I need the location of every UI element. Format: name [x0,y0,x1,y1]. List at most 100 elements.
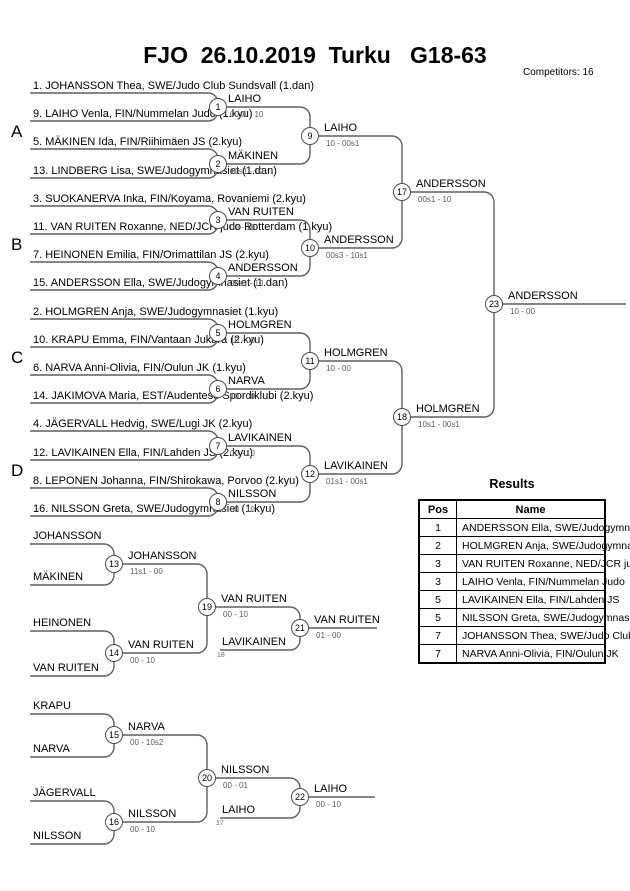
results-row: 3 LAIHO Venla, FIN/Nummelan Judo [420,573,625,591]
results-name: NARVA Anni-Olivia, FIN/Oulun JK [462,647,619,660]
results-header-pos: Pos [420,501,457,518]
results-row: 2 HOLMGREN Anja, SWE/Judogymnasiet [420,537,630,555]
winner-name: NILSSON [228,488,277,500]
main-advance-lines [218,106,626,503]
results-pos: 7 [420,645,457,662]
match-score: 00 - 10 [230,223,255,232]
match-score: 10 - 00 [230,392,255,401]
match-number: 23 [485,295,503,313]
repechage-name: HEINONEN [33,617,92,629]
match-score: 10 - 00 [326,364,351,373]
feeder-source-match: 18 [217,652,225,659]
winner-name: LAIHO [314,783,348,795]
match-number: 12 [301,465,319,483]
winner-name: NILSSON [128,808,177,820]
seed-entry: 9. LAIHO Venla, FIN/Nummelan Judo (1.kyu… [33,108,253,120]
seed-entry: 4. JÄGERVALL Hedvig, SWE/Lugi JK (2.kyu) [33,418,253,430]
winner-name: LAIHO [324,122,358,134]
match-score: 10 - 00 [230,336,255,345]
match-score: 00s1 - 10 [230,279,264,288]
seed-entry: 2. HOLMGREN Anja, SWE/Judogymnasiet (1.k… [33,306,279,318]
match-score: 01 - 00 [316,631,341,640]
match-number: 18 [393,408,411,426]
seed-entry: 5. MÄKINEN Ida, FIN/Riihimäen JS (2.kyu) [33,136,243,148]
results-row: 5 NILSSON Greta, SWE/Judogymnasiet [420,609,630,627]
repechage-name: MÄKINEN [33,571,84,583]
winner-name: HOLMGREN [324,347,388,359]
results-title: Results [489,477,535,491]
results-name: LAIHO Venla, FIN/Nummelan Judo [462,575,625,588]
winner-name: VAN RUITEN [314,614,380,626]
results-pos: 2 [420,537,457,554]
repechage-name: NARVA [33,743,70,755]
match-score: 00 - 10 [316,800,341,809]
match-score: 00 - 10 [223,610,248,619]
results-name: LAVIKAINEN Ella, FIN/Lahden JS [462,593,620,606]
results-name: JOHANSSON Thea, SWE/Judo Club Sundsvall [462,629,630,642]
match-score: 00 - 10 [230,505,255,514]
winner-name: LAIHO [228,93,262,105]
match-number: 14 [105,644,123,662]
repechage-name: KRAPU [33,700,71,712]
winner-name: ANDERSSON [228,262,298,274]
repechage-name: JÄGERVALL [33,787,96,799]
seed-entry: 8. LEPONEN Johanna, FIN/Shirokawa, Porvo… [33,475,299,487]
match-number: 4 [209,267,227,285]
match-number: 17 [393,183,411,201]
results-table: Pos Name 1 ANDERSSON Ella, SWE/Judogymna… [418,499,630,664]
results-pos: 5 [420,591,457,608]
repechage-pair-lines [30,543,115,845]
repechage-name: NILSSON [33,830,82,842]
match-number: 7 [209,437,227,455]
seed-entry: 3. SUOKANERVA Inka, FIN/Koyama, Rovaniem… [33,193,306,205]
results-pos: 3 [420,573,457,590]
feeder-name: LAVIKAINEN [222,636,286,648]
match-score: 10s1 - 00s1 [418,420,460,429]
match-score: 00 - 10 [230,449,255,458]
winner-name: VAN RUITEN [228,206,294,218]
seed-entry: 16. NILSSON Greta, SWE/Judogymnasiet (1.… [33,503,276,515]
repechage-advance-lines [114,563,377,823]
match-number: 5 [209,324,227,342]
match-number: 21 [291,619,309,637]
match-score: 00 - 01 [223,781,248,790]
results-name: NILSSON Greta, SWE/Judogymnasiet [462,611,630,624]
competitors-count: Competitors: 16 [523,67,594,78]
match-number: 13 [105,555,123,573]
results-row: 5 LAVIKAINEN Ella, FIN/Lahden JS [420,591,619,609]
winner-name: NARVA [128,721,165,733]
match-number: 3 [209,211,227,229]
winner-name: VAN RUITEN [128,639,194,651]
winner-name: JOHANSSON [128,550,197,562]
winner-name: LAVIKAINEN [324,460,388,472]
match-number: 19 [198,598,216,616]
results-header-row: Pos Name [420,501,604,519]
results-pos: 5 [420,609,457,626]
results-name: HOLMGREN Anja, SWE/Judogymnasiet [462,539,630,552]
match-number: 22 [291,788,309,806]
winner-name: NARVA [228,375,265,387]
feeder-name: LAIHO [222,804,256,816]
match-number: 11 [301,352,319,370]
group-label-b: B [11,235,23,254]
results-name: VAN RUITEN Roxanne, NED/JCR judo Rotterd… [462,557,630,570]
group-label-c: C [11,348,24,367]
match-number: 8 [209,493,227,511]
match-score: 00s1 - 10 [418,195,452,204]
seed-entry: 14. JAKIMOVA Maria, EST/Audentese Spordi… [33,390,314,402]
results-row: 7 NARVA Anni-Olivia, FIN/Oulun JK [420,645,619,662]
winner-name: ANDERSSON [508,290,578,302]
match-score: 00s3 - 10s1 [326,251,368,260]
match-number: 16 [105,813,123,831]
results-pos: 7 [420,627,457,644]
winner-name: VAN RUITEN [221,593,287,605]
winner-name: HOLMGREN [228,319,292,331]
repechage-name: JOHANSSON [33,530,102,542]
winner-name: NILSSON [221,764,270,776]
match-number: 15 [105,726,123,744]
feeder-source-match: 17 [216,820,224,827]
main-pair-lines [30,92,219,517]
match-number: 2 [209,155,227,173]
match-number: 20 [198,769,216,787]
